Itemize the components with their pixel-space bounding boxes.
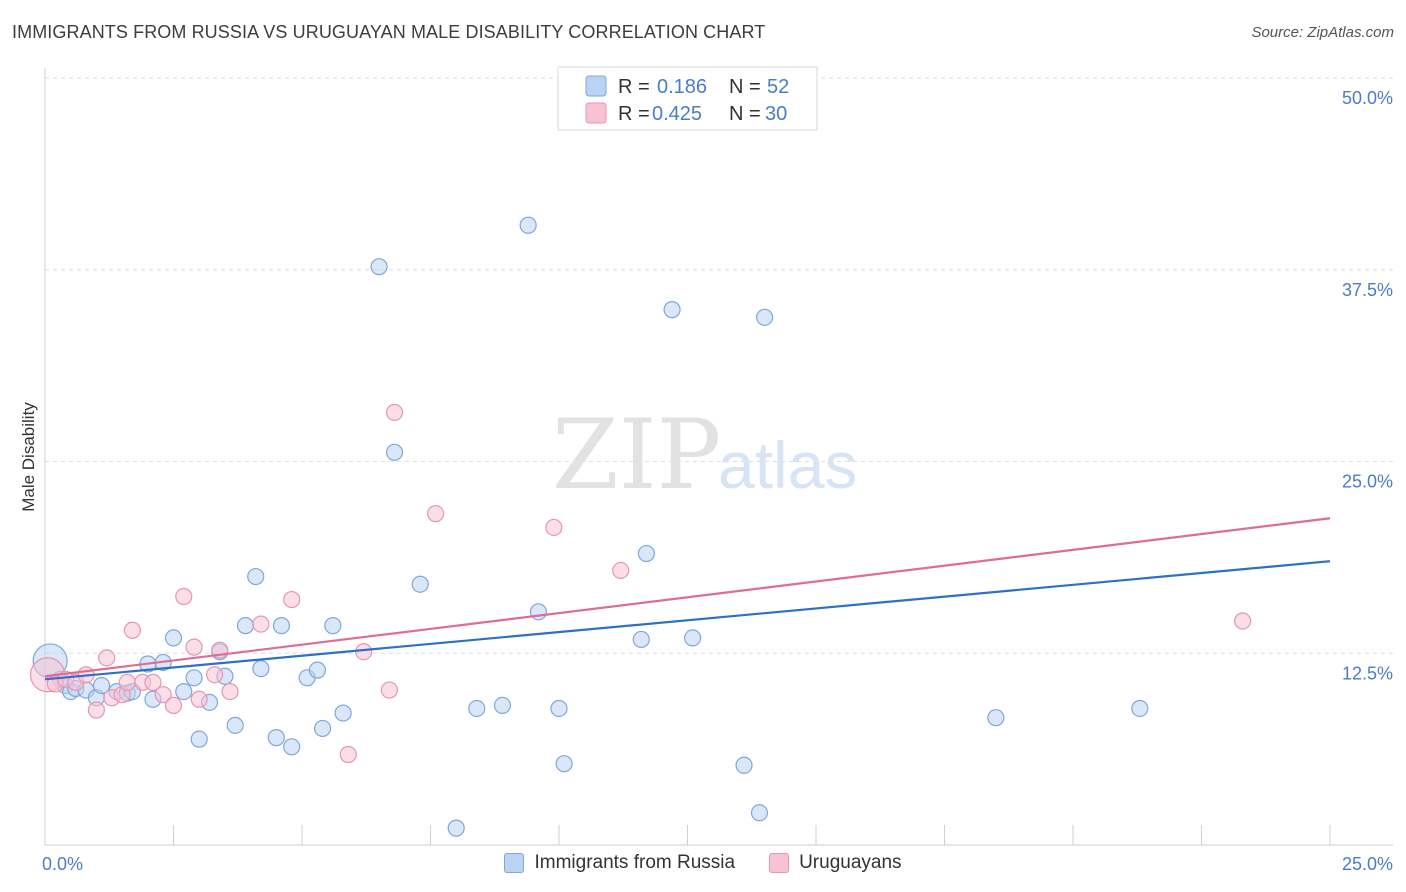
- chart-title: IMMIGRANTS FROM RUSSIA VS URUGUAYAN MALE…: [12, 22, 766, 42]
- uruguayan-point: [355, 643, 373, 661]
- russia-point: [236, 617, 255, 635]
- x-tick-label-max: 25.0%: [1342, 854, 1393, 874]
- legend-n-label-uruguayans: N =: [729, 103, 761, 125]
- uruguayan-point: [175, 587, 193, 606]
- russia-point: [92, 676, 111, 695]
- russia-point: [987, 709, 1005, 727]
- russia-trend-line: [44, 560, 1331, 681]
- russia-point: [632, 630, 650, 649]
- uruguayan-point: [164, 696, 183, 715]
- source-attribution: Source: ZipAtlas.com: [1251, 24, 1394, 41]
- russia-point: [550, 699, 568, 718]
- trend-layer: [44, 517, 1331, 681]
- y-tick-label: 25.0%: [1342, 472, 1393, 492]
- russia-point: [755, 308, 774, 326]
- legend-r-value-russia: 0.186: [657, 76, 707, 98]
- russia-point: [324, 617, 342, 635]
- legend-r-label-russia: R =: [618, 76, 650, 98]
- axis-layer: [44, 68, 1393, 846]
- grid-layer: [45, 77, 1393, 654]
- russia-point: [684, 629, 702, 647]
- russia-point: [663, 301, 681, 319]
- uruguayan-point: [545, 518, 563, 537]
- russia-point: [334, 704, 352, 722]
- legend-swatch-russia: [585, 75, 607, 97]
- russia-point: [308, 661, 327, 679]
- uruguayan-point: [98, 649, 116, 667]
- uruguayan-point: [283, 590, 301, 609]
- russia-point: [1131, 699, 1149, 718]
- russia-point: [411, 575, 429, 593]
- legend-n-value-russia: 52: [767, 76, 789, 98]
- russia-point: [226, 716, 244, 734]
- russia-point: [555, 755, 573, 773]
- bottom-legend-swatch-russia: [504, 853, 525, 873]
- russia-point: [283, 738, 301, 756]
- bottom-legend: Immigrants from Russia Uruguayans: [0, 852, 1406, 874]
- y-axis-label: Male Disability: [19, 402, 38, 512]
- legend-r-label-uruguayans: R =: [618, 103, 650, 125]
- watermark: ZIP atlas: [552, 399, 857, 511]
- russia-point: [313, 719, 332, 738]
- points-layer: [29, 216, 1252, 837]
- russia-point: [164, 629, 183, 647]
- legend-box: R = 0.186 N = 52 R = 0.425 N = 30: [557, 66, 818, 131]
- uruguayan-point: [144, 673, 162, 691]
- uruguayan-point: [385, 403, 404, 422]
- uruguayan-point: [1234, 612, 1252, 630]
- legend-n-value-uruguayans: 30: [765, 103, 787, 125]
- russia-point: [272, 617, 291, 635]
- russia-point: [735, 756, 753, 774]
- bottom-legend-swatch-uruguayans: [769, 853, 790, 873]
- russia-point: [252, 659, 270, 678]
- russia-point: [185, 669, 203, 687]
- legend-n-label-russia: N =: [729, 76, 761, 98]
- legend-swatch-uruguayans: [585, 102, 607, 124]
- uruguayan-point: [427, 505, 445, 523]
- russia-point: [637, 544, 655, 563]
- uruguayan-point: [206, 666, 224, 684]
- watermark-atlas: atlas: [718, 428, 857, 502]
- uruguayan-point: [612, 561, 630, 580]
- uruguayan-point: [118, 673, 136, 691]
- bottom-legend-item-russia: Immigrants from Russia: [504, 852, 735, 874]
- russia-point: [370, 258, 388, 276]
- x-tick-label-min: 0.0%: [42, 854, 83, 874]
- uruguayan-point: [252, 615, 270, 633]
- bottom-legend-label-russia: Immigrants from Russia: [534, 852, 736, 873]
- uruguayan-point: [87, 701, 106, 719]
- uruguayan-point: [154, 686, 172, 704]
- russia-point: [190, 730, 208, 748]
- russia-point: [750, 804, 769, 822]
- russia-point: [267, 729, 285, 747]
- uruguayan-point: [221, 682, 239, 701]
- russia-point: [529, 603, 548, 621]
- bottom-legend-label-uruguayans: Uruguayans: [799, 852, 902, 873]
- uruguayan-trend-line: [44, 517, 1331, 678]
- y-tick-label: 37.5%: [1342, 280, 1393, 300]
- watermark-zip: ZIP: [552, 399, 721, 511]
- bottom-legend-item-uruguayans: Uruguayans: [769, 852, 902, 874]
- russia-point: [519, 216, 537, 234]
- uruguayan-point: [339, 745, 357, 764]
- y-tick-label: 12.5%: [1342, 663, 1393, 683]
- uruguayan-point: [123, 621, 141, 639]
- russia-point: [468, 699, 486, 718]
- tick-layer: 12.5% 25.0% 37.5% 50.0% 0.0% 25.0%: [42, 88, 1393, 874]
- uruguayan-point: [190, 690, 208, 708]
- russia-point: [493, 696, 512, 715]
- russia-point: [247, 567, 265, 586]
- uruguayan-point: [380, 681, 398, 699]
- uruguayan-point: [185, 638, 203, 656]
- russia-point: [385, 443, 404, 461]
- y-tick-label: 50.0%: [1342, 88, 1393, 108]
- russia-point: [175, 682, 193, 701]
- russia-point: [447, 819, 465, 837]
- legend-r-value-uruguayans: 0.425: [652, 103, 702, 125]
